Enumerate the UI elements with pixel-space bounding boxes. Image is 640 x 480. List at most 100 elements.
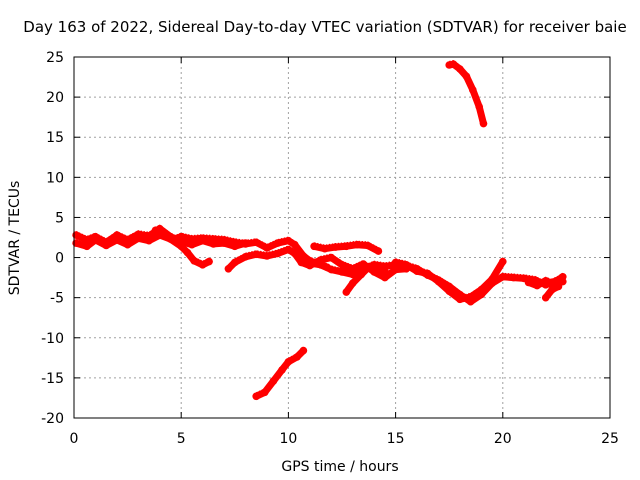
data-point (293, 353, 301, 361)
plot-frame (73, 56, 611, 419)
data-point (449, 60, 458, 68)
data-point (291, 249, 299, 258)
data-point (209, 235, 218, 243)
data-point (338, 268, 346, 276)
data-point (160, 229, 168, 238)
x-tick-label: 5 (177, 431, 186, 447)
y-tick-label: 25 (46, 50, 64, 66)
data-point (402, 261, 411, 269)
y-tick-label: -5 (50, 291, 64, 307)
data-point (338, 261, 346, 269)
data-point (424, 269, 432, 278)
data-point (301, 258, 310, 267)
data-point (291, 240, 299, 249)
data-point (475, 102, 484, 111)
x-tick-label: 20 (494, 431, 512, 447)
y-tick-label: 10 (46, 170, 64, 186)
data-point (151, 226, 160, 235)
data-point (357, 270, 366, 279)
x-axis-label: GPS time / hours (281, 459, 398, 475)
data-point (83, 242, 91, 251)
data-point (252, 392, 260, 401)
data-point (533, 281, 541, 290)
data-point (499, 273, 507, 281)
data-point (381, 273, 389, 282)
series-pass-7 (342, 261, 389, 296)
data-point (273, 239, 282, 247)
data-point (168, 236, 177, 244)
y-tick-label: -10 (41, 331, 64, 347)
data-point (499, 257, 507, 266)
series-pass-10 (541, 282, 563, 302)
data-point (466, 293, 475, 301)
data-point (456, 295, 464, 304)
data-point (183, 248, 192, 257)
x-tick-label: 25 (601, 431, 619, 447)
data-point (188, 240, 196, 249)
data-point (273, 249, 282, 258)
data-point (413, 267, 421, 276)
x-tick-label: 15 (387, 431, 405, 447)
x-tick-label: 0 (70, 431, 79, 447)
data-point (198, 234, 207, 243)
data-point (145, 236, 153, 245)
data-point (72, 231, 80, 239)
data-point (263, 244, 271, 252)
data-point (363, 264, 372, 272)
y-tick-label: 20 (46, 90, 64, 106)
data-point (284, 236, 293, 245)
data-point (316, 261, 325, 269)
y-tick-label: -20 (41, 411, 64, 427)
data-point (177, 232, 185, 241)
data-point (374, 247, 383, 255)
data-series (72, 60, 567, 401)
data-point (331, 243, 340, 251)
data-point (479, 119, 488, 128)
data-point (134, 234, 143, 243)
data-point (231, 258, 239, 267)
series-line-noise (395, 257, 504, 297)
data-point (205, 257, 213, 266)
data-point (541, 293, 550, 302)
data-point (241, 240, 250, 248)
data-point (284, 358, 293, 366)
data-point (188, 235, 196, 243)
x-tick-label: 10 (279, 431, 297, 447)
series-pass-3 (151, 226, 331, 272)
series-pass-11 (445, 60, 488, 128)
data-point (261, 388, 269, 397)
data-point (198, 261, 207, 269)
data-point (123, 240, 132, 249)
data-point (469, 86, 477, 94)
data-point (348, 279, 357, 288)
data-point (327, 265, 336, 274)
data-point (541, 277, 550, 285)
y-tick-label: 0 (55, 251, 64, 267)
axis-ticks: 0 5 10 15 20 25 -20 -15 -10 -5 0 5 10 15 20 25 (41, 50, 619, 447)
data-point (321, 244, 329, 253)
data-point (554, 282, 563, 291)
data-point (342, 242, 351, 251)
data-point (381, 267, 389, 276)
data-point (284, 245, 293, 254)
data-point (462, 72, 471, 81)
y-tick-label: -15 (41, 371, 64, 387)
data-point (231, 238, 239, 247)
data-point (72, 239, 80, 247)
data-point (241, 252, 250, 261)
data-point (524, 278, 533, 287)
data-point (488, 275, 496, 284)
data-point (456, 65, 464, 73)
data-point (252, 238, 260, 247)
series-pass-8 (391, 257, 507, 304)
data-point (548, 285, 556, 294)
data-point (372, 261, 381, 270)
data-point (252, 250, 260, 259)
data-point (220, 236, 228, 244)
data-point (327, 253, 336, 262)
data-point (269, 377, 278, 385)
data-point (445, 287, 454, 296)
series-pass-5 (310, 240, 383, 255)
y-axis-label: SDTVAR / TECUs (7, 181, 23, 296)
